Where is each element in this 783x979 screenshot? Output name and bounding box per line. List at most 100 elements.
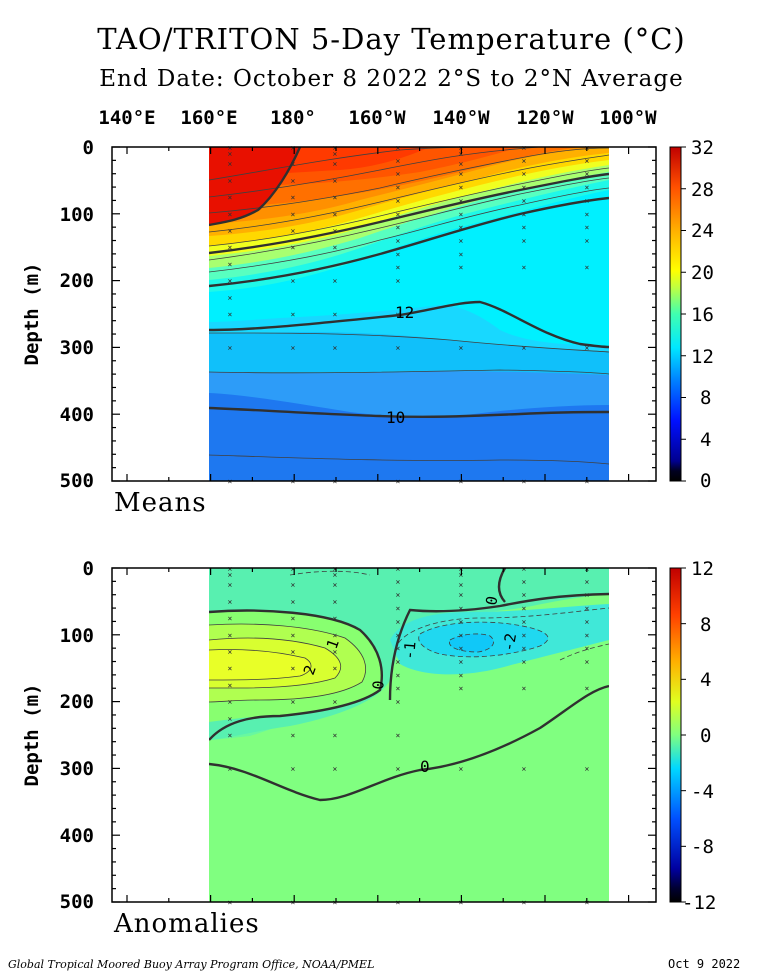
sample-mark: × bbox=[396, 196, 401, 205]
means-contour-label-12: 12 bbox=[395, 303, 414, 322]
sample-mark: × bbox=[396, 565, 401, 574]
sample-mark: × bbox=[333, 277, 338, 286]
sample-mark: × bbox=[459, 764, 464, 773]
sample-mark: × bbox=[459, 210, 464, 219]
lon-label-180: 180° bbox=[270, 107, 316, 129]
sample-mark: × bbox=[333, 731, 338, 740]
anom-contour-label-0c: 0 bbox=[420, 757, 430, 776]
sample-mark: × bbox=[396, 263, 401, 272]
anom-cb-label-12: 12 bbox=[691, 558, 714, 580]
footer-date: Oct 9 2022 bbox=[668, 957, 741, 971]
sample-mark: × bbox=[522, 196, 527, 205]
means-cb-label-16: 16 bbox=[691, 304, 714, 326]
means-ytick-400: 400 bbox=[60, 404, 94, 426]
anomalies-panel-label: Anomalies bbox=[114, 909, 260, 939]
means-cb-label-20: 20 bbox=[691, 262, 714, 284]
sample-mark: × bbox=[333, 664, 338, 673]
sample-mark: × bbox=[333, 581, 338, 590]
sample-mark: × bbox=[522, 617, 527, 626]
sample-mark: × bbox=[396, 170, 401, 179]
sample-mark: × bbox=[291, 631, 296, 640]
sample-mark: × bbox=[459, 581, 464, 590]
sample-mark: × bbox=[396, 343, 401, 352]
sample-mark: × bbox=[228, 260, 233, 269]
chart-title: TAO/TRITON 5-Day Temperature (°C) bbox=[97, 22, 686, 56]
sample-mark: × bbox=[459, 604, 464, 613]
sample-mark: × bbox=[228, 631, 233, 640]
sample-mark: × bbox=[522, 604, 527, 613]
means-cb-label-12: 12 bbox=[691, 346, 714, 368]
anom-cb-label-4: 4 bbox=[700, 669, 711, 691]
anom-ylabel: Depth (m) bbox=[21, 684, 43, 787]
sample-mark: × bbox=[228, 648, 233, 657]
sample-mark: × bbox=[522, 237, 527, 246]
sample-mark: × bbox=[333, 144, 338, 153]
sample-mark: × bbox=[228, 310, 233, 319]
sample-mark: × bbox=[522, 144, 527, 153]
means-ylabel: Depth (m) bbox=[21, 263, 43, 366]
sample-mark: × bbox=[228, 243, 233, 252]
means-panel-label: Means bbox=[114, 488, 207, 518]
anom-ytick-300: 300 bbox=[60, 758, 94, 780]
sample-mark: × bbox=[333, 310, 338, 319]
sample-mark: × bbox=[396, 183, 401, 192]
sample-mark: × bbox=[291, 160, 296, 169]
sample-mark: × bbox=[291, 664, 296, 673]
sample-mark: × bbox=[291, 210, 296, 219]
sample-mark: × bbox=[291, 565, 296, 574]
sample-mark: × bbox=[396, 671, 401, 680]
sample-mark: × bbox=[228, 293, 233, 302]
sample-mark: × bbox=[291, 343, 296, 352]
sample-mark: × bbox=[228, 210, 233, 219]
sample-mark: × bbox=[522, 591, 527, 600]
sample-mark: × bbox=[459, 150, 464, 159]
sample-mark: × bbox=[333, 597, 338, 606]
sample-mark: × bbox=[459, 684, 464, 693]
means-contour-label-10: 10 bbox=[386, 408, 405, 427]
sample-mark: × bbox=[228, 176, 233, 185]
sample-mark: × bbox=[291, 243, 296, 252]
anom-ytick-0: 0 bbox=[83, 558, 94, 580]
means-ytick-0: 0 bbox=[83, 137, 94, 159]
sample-mark: × bbox=[459, 658, 464, 667]
anom-cb-label-neg8: -8 bbox=[691, 836, 714, 858]
sample-mark: × bbox=[291, 614, 296, 623]
means-ytick-300: 300 bbox=[60, 337, 94, 359]
sample-mark: × bbox=[585, 343, 590, 352]
anomalies-axis-ticks bbox=[112, 567, 656, 903]
sample-mark: × bbox=[333, 698, 338, 707]
sample-mark: × bbox=[228, 565, 233, 574]
sample-mark: × bbox=[228, 144, 233, 153]
sample-mark: × bbox=[333, 764, 338, 773]
sample-mark: × bbox=[585, 577, 590, 586]
anom-cb-label-neg12: -12 bbox=[682, 892, 716, 914]
sample-mark: × bbox=[396, 577, 401, 586]
sample-mark: × bbox=[585, 196, 590, 205]
sample-mark: × bbox=[333, 565, 338, 574]
sample-mark: × bbox=[459, 571, 464, 580]
sample-mark: × bbox=[228, 160, 233, 169]
sample-mark: × bbox=[585, 170, 590, 179]
sample-mark: × bbox=[228, 343, 233, 352]
lon-label-140e: 140°E bbox=[98, 107, 156, 129]
sample-mark: × bbox=[585, 183, 590, 192]
sample-mark: × bbox=[228, 714, 233, 723]
chart-subtitle: End Date: October 8 2022 2°S to 2°N Aver… bbox=[99, 66, 684, 92]
sample-mark: × bbox=[396, 604, 401, 613]
sample-mark: × bbox=[396, 223, 401, 232]
sample-mark: × bbox=[396, 684, 401, 693]
sample-mark: × bbox=[459, 160, 464, 169]
anom-cb-label-0: 0 bbox=[700, 725, 711, 747]
means-ytick-500: 500 bbox=[60, 470, 94, 492]
sample-mark: × bbox=[459, 170, 464, 179]
sample-mark: × bbox=[333, 243, 338, 252]
lon-label-160w: 160°W bbox=[348, 107, 406, 129]
means-cb-label-8: 8 bbox=[700, 387, 711, 409]
sample-mark: × bbox=[291, 597, 296, 606]
sample-mark: × bbox=[333, 176, 338, 185]
sample-mark: × bbox=[396, 631, 401, 640]
sample-mark: × bbox=[459, 263, 464, 272]
sample-mark: × bbox=[333, 614, 338, 623]
sample-mark: × bbox=[585, 764, 590, 773]
sample-mark: × bbox=[291, 764, 296, 773]
